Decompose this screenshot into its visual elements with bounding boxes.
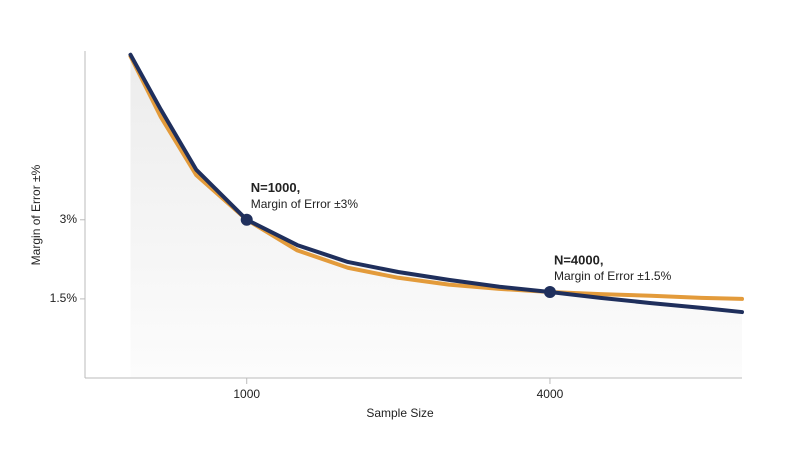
annotation-text: Margin of Error ±3% — [251, 197, 359, 211]
area-fill — [130, 54, 742, 379]
x-tick-label: 4000 — [537, 387, 564, 401]
x-tick-label: 1000 — [233, 387, 260, 401]
annotation-marker — [543, 286, 556, 299]
annotation-title: N=1000, — [251, 180, 301, 195]
y-tick-label: 3% — [60, 212, 78, 226]
annotation-title: N=4000, — [554, 252, 604, 267]
series-line — [128, 52, 744, 315]
y-tick-label: 1.5% — [50, 291, 78, 305]
x-axis-label: Sample Size — [366, 406, 434, 420]
annotation-text: Margin of Error ±1.5% — [554, 269, 672, 283]
series-line — [128, 54, 744, 301]
annotation-marker — [240, 213, 253, 226]
y-axis-label: Margin of Error ±% — [29, 164, 43, 265]
